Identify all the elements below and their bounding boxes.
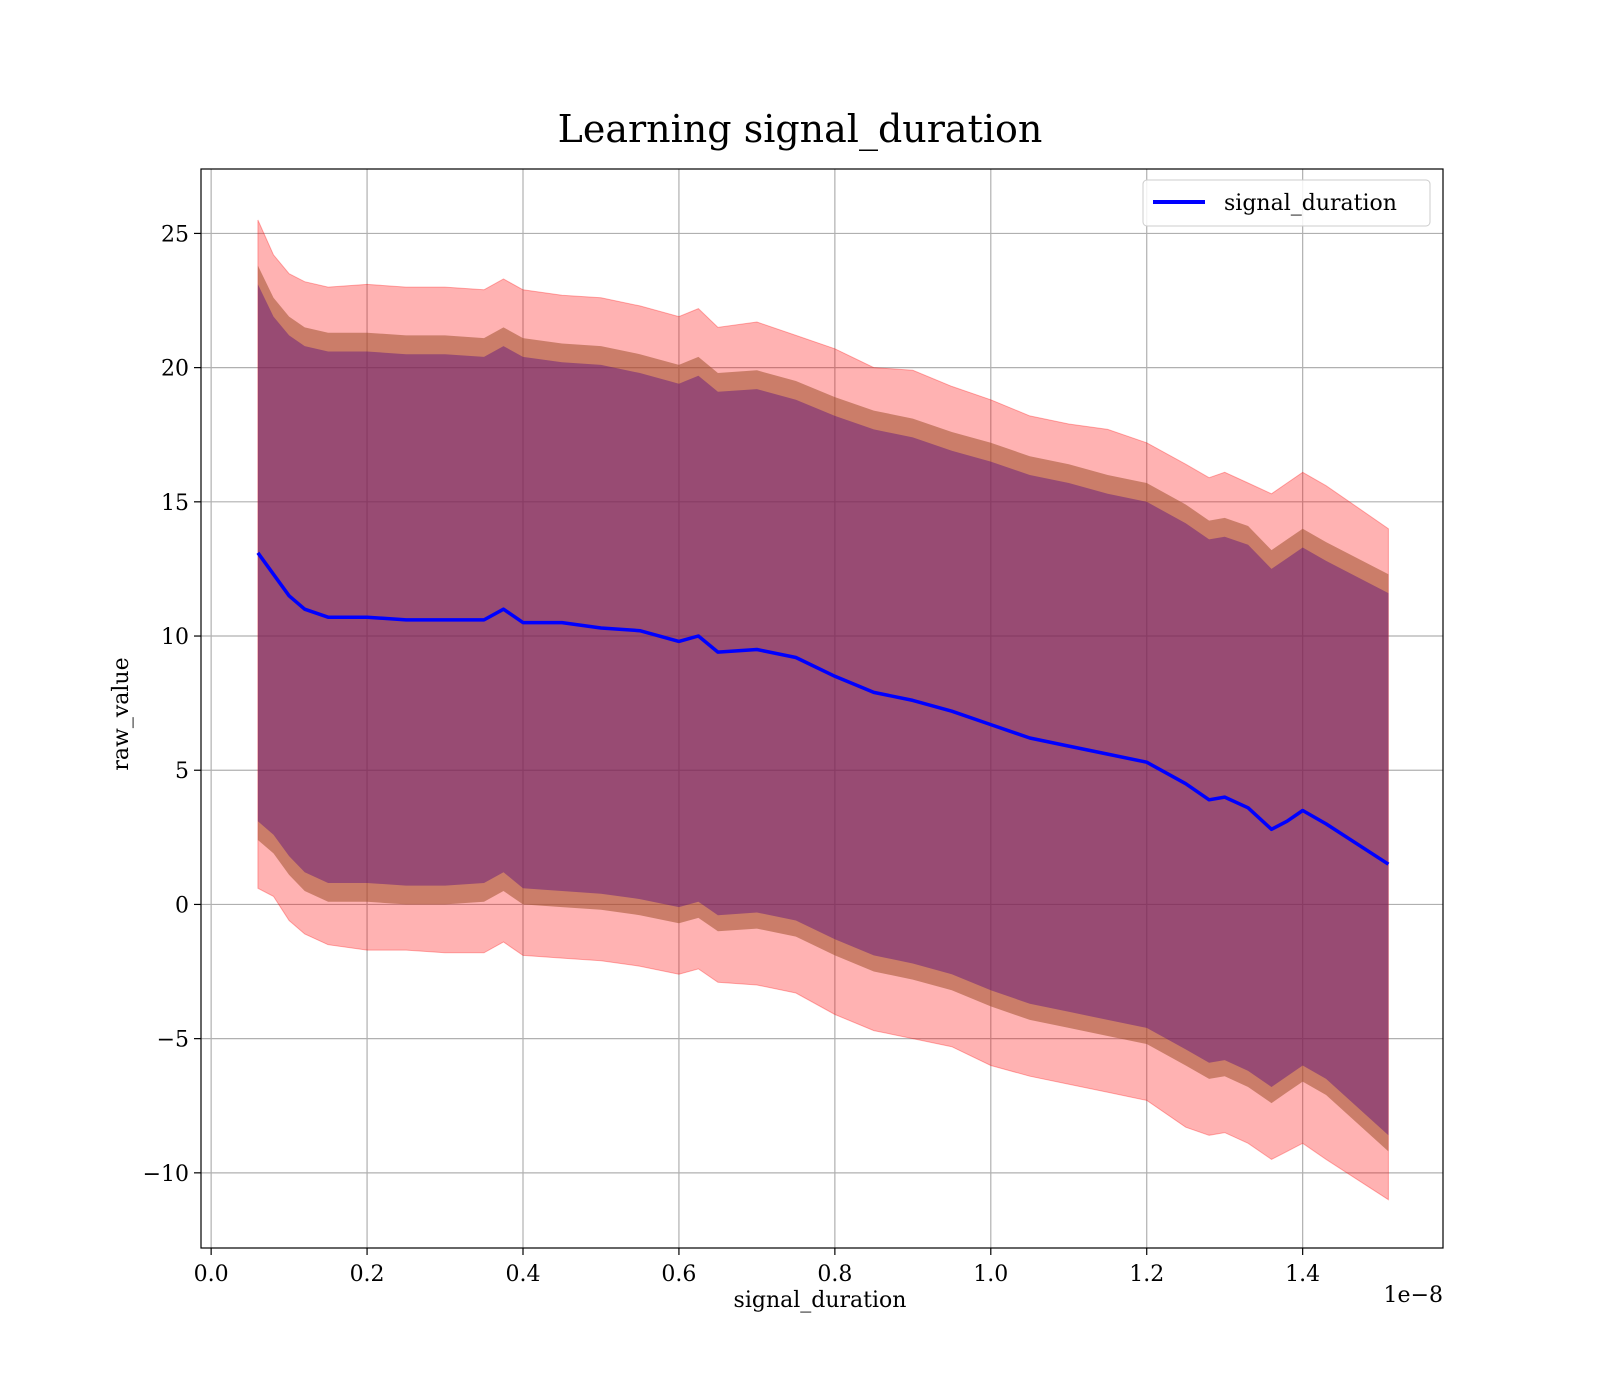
x-tick-label: 0.6 [661,1262,696,1287]
x-tick-label: 0.8 [817,1262,852,1287]
x-axis-title: signal_duration [734,1288,907,1313]
bands [257,219,1389,1201]
y-tick-label: 25 [161,222,189,247]
y-tick-label: 10 [161,625,189,650]
x-tick-label: 1.0 [973,1262,1008,1287]
y-tick-label: 15 [161,491,189,516]
y-tick-label: −5 [157,1028,189,1053]
x-scale-label: 1e−8 [1384,1283,1443,1308]
x-tick-label: 1.4 [1285,1262,1320,1287]
y-axis: −10 −5 0 5 10 15 20 25 [143,222,201,1187]
x-tick-label: 0.0 [194,1262,229,1287]
chart-title: Learning signal_duration [558,107,1043,152]
y-tick-label: 0 [175,893,189,918]
x-tick-label: 0.2 [350,1262,385,1287]
y-tick-label: −10 [143,1162,189,1187]
x-tick-label: 1.2 [1129,1262,1164,1287]
legend-label: signal_duration [1224,191,1397,216]
y-tick-label: 5 [175,759,189,784]
y-tick-label: 20 [161,357,189,382]
band-inner [257,284,1389,1136]
legend: signal_duration [1142,179,1431,227]
series-line-signal_duration [256,551,1390,866]
lines [256,551,1390,866]
plot-frame [200,168,1444,1249]
y-axis-title: raw_value [109,657,134,770]
legend-box [1142,179,1431,227]
band-middle [257,265,1389,1152]
x-tick-label: 0.4 [506,1262,541,1287]
x-axis: 0.0 0.2 0.4 0.6 0.8 1.0 1.2 1.4 [194,1248,1320,1287]
